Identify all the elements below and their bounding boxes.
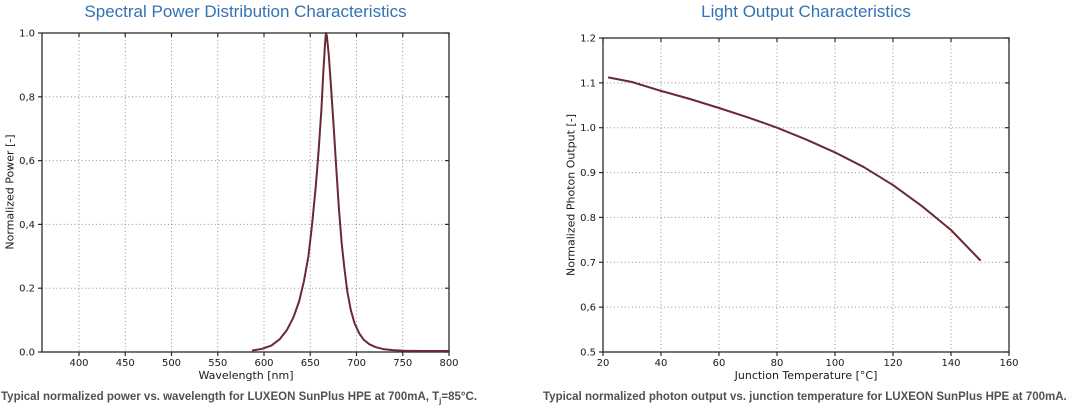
svg-text:60: 60 xyxy=(713,358,726,369)
svg-text:20: 20 xyxy=(597,358,610,369)
svg-text:600: 600 xyxy=(254,358,273,369)
spectral-chart-caption: Typical normalized power vs. wavelength … xyxy=(1,391,477,405)
light-output-chart-panel: Light Output Characteristics Normalized … xyxy=(540,0,1080,412)
svg-text:0,4: 0,4 xyxy=(19,220,35,231)
svg-text:0.0: 0.0 xyxy=(19,348,35,359)
spectral-chart-title: Spectral Power Distribution Characterist… xyxy=(84,2,407,21)
svg-text:40: 40 xyxy=(655,358,668,369)
light-output-chart-caption: Typical normalized photon output vs. jun… xyxy=(543,391,1067,405)
svg-text:750: 750 xyxy=(393,358,412,369)
light-output-x-axis-label: Junction Temperature [°C] xyxy=(734,369,878,382)
svg-text:1.0: 1.0 xyxy=(19,29,35,40)
svg-text:0.9: 0.9 xyxy=(580,168,596,179)
caption-tail: =85°C. xyxy=(441,391,478,403)
svg-text:700: 700 xyxy=(347,358,366,369)
svg-text:0.5: 0.5 xyxy=(580,348,596,359)
svg-text:160: 160 xyxy=(999,358,1018,369)
light-output-plot: 20 40 60 80 100 120 140 160 0.5 0,6 0.7 0.8 0.9 1.0 1.… xyxy=(580,34,1018,370)
svg-text:450: 450 xyxy=(116,358,135,369)
svg-text:400: 400 xyxy=(69,358,88,369)
caption-subscript: j xyxy=(439,396,442,406)
svg-text:550: 550 xyxy=(208,358,227,369)
svg-text:1.1: 1.1 xyxy=(580,78,596,89)
svg-text:800: 800 xyxy=(439,358,458,369)
svg-text:80: 80 xyxy=(771,358,784,369)
svg-text:120: 120 xyxy=(883,358,902,369)
svg-text:0.2: 0.2 xyxy=(19,284,35,295)
svg-text:1.0: 1.0 xyxy=(580,123,596,134)
svg-text:0.8: 0.8 xyxy=(580,213,596,224)
svg-text:500: 500 xyxy=(162,358,181,369)
svg-text:0,6: 0,6 xyxy=(580,303,596,314)
caption-text: Typical normalized photon output vs. jun… xyxy=(543,391,1067,403)
light-output-chart-title: Light Output Characteristics xyxy=(701,2,911,21)
spectral-x-axis-label: Wavelength [nm] xyxy=(198,369,294,382)
spectral-power-chart-panel: Spectral Power Distribution Characterist… xyxy=(1,2,477,405)
svg-text:0.7: 0.7 xyxy=(580,258,596,269)
svg-text:100: 100 xyxy=(825,358,844,369)
svg-text:1.2: 1.2 xyxy=(580,34,596,45)
svg-text:0,8: 0,8 xyxy=(19,92,35,103)
svg-text:0,6: 0,6 xyxy=(19,156,35,167)
caption-text: Typical normalized power vs. wavelength … xyxy=(1,391,440,403)
svg-text:650: 650 xyxy=(301,358,320,369)
svg-text:140: 140 xyxy=(941,358,960,369)
spectral-power-plot: 400 450 500 550 600 650 700 750 800 0.0 0.2 0,4 0,6 0… xyxy=(19,29,458,370)
